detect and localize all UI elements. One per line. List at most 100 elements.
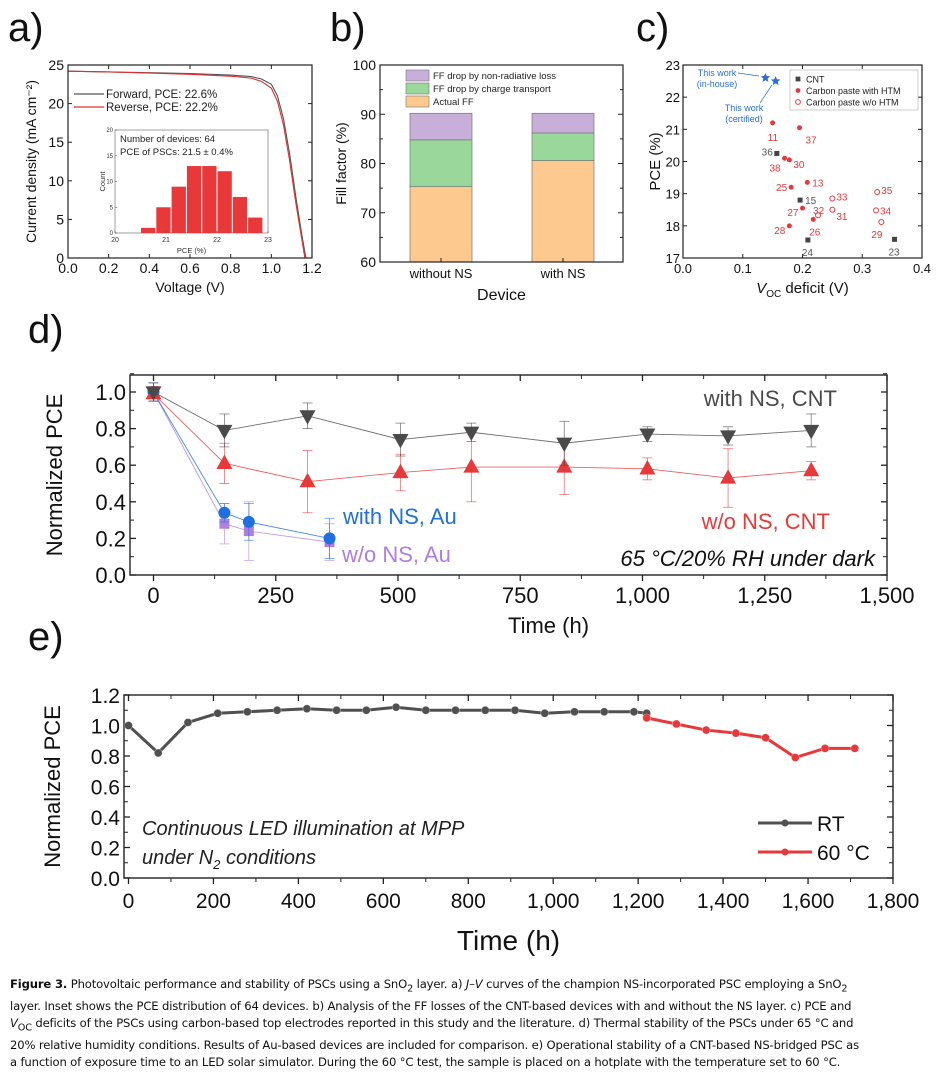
y-tick-label: 0.2 bbox=[95, 526, 126, 551]
x-tick-label: 1,200 bbox=[612, 890, 665, 913]
data-point bbox=[451, 705, 460, 715]
data-point bbox=[299, 472, 316, 488]
stacked-bar-segment bbox=[409, 186, 473, 263]
legend-marker bbox=[795, 76, 801, 82]
data-point bbox=[639, 428, 656, 443]
data-point bbox=[556, 437, 573, 453]
legend-marker bbox=[781, 848, 789, 856]
stacked-bar-segment bbox=[531, 160, 595, 263]
data-point-ref-24 bbox=[805, 237, 811, 243]
x-tick-label: 200 bbox=[196, 890, 231, 913]
series-label: w/o NS, Au bbox=[341, 542, 451, 567]
y-tick-label: 18 bbox=[666, 219, 680, 234]
x-tick-label: 0.0 bbox=[674, 261, 692, 276]
data-point-ref-25 bbox=[788, 184, 794, 190]
y-axis-label: Current density (mA cm⁻²) bbox=[23, 80, 39, 243]
data-point bbox=[242, 515, 255, 528]
data-point bbox=[392, 463, 409, 479]
legend-label: FF drop by charge transport bbox=[433, 84, 551, 95]
data-point bbox=[599, 707, 609, 717]
data-point bbox=[791, 753, 800, 762]
x-tick-label: 1,000 bbox=[615, 583, 670, 608]
data-point-ref-35 bbox=[874, 189, 881, 196]
data-point bbox=[731, 728, 741, 738]
legend-swatch bbox=[405, 69, 430, 82]
data-point-ref-30 bbox=[786, 157, 792, 163]
stacked-bar-segment bbox=[531, 112, 595, 134]
x-tick-label: 0.0 bbox=[58, 260, 78, 276]
series-label: with NS, CNT bbox=[703, 386, 837, 411]
panel-label-d: d) bbox=[28, 308, 64, 352]
inset-histogram-bar bbox=[171, 186, 186, 233]
inset-y-tick-label: 10 bbox=[106, 180, 113, 186]
data-point bbox=[672, 719, 681, 729]
legend-box bbox=[789, 69, 919, 111]
data-point bbox=[639, 460, 656, 475]
panel-d-thermal-stability-chart: 0 250 500 750 1,000 1,250 1,500 0.0 0.2 0.4 0.6 0.8… bbox=[42, 373, 915, 638]
data-point bbox=[701, 725, 711, 735]
data-point bbox=[391, 702, 401, 712]
x-tick-label: 1.0 bbox=[262, 260, 282, 276]
inset-annotation: PCE of PSCs: 21.5 ± 0.4% bbox=[120, 147, 233, 158]
point-label: 32 bbox=[813, 206, 825, 217]
x-tick-label: 0.4 bbox=[140, 260, 160, 276]
data-point-ref-31 bbox=[829, 206, 836, 213]
point-label: 11 bbox=[768, 133, 779, 144]
caption-line-2: layer. Inset shows the PCE distribution … bbox=[10, 998, 852, 1013]
data-point bbox=[153, 748, 163, 758]
x-tick-label: 0.2 bbox=[99, 260, 119, 276]
point-label: 27 bbox=[787, 208, 799, 219]
inset-y-axis-label: Count bbox=[98, 171, 107, 192]
series-line-rt bbox=[127, 705, 647, 756]
caption-italic: V bbox=[10, 1015, 18, 1030]
inset-histogram-bar bbox=[217, 171, 232, 233]
data-point bbox=[299, 410, 316, 425]
y-tick-label: 0.4 bbox=[91, 807, 121, 830]
legend-label: Forward, PCE: 22.6% bbox=[106, 89, 217, 101]
y-tick-label: 0.8 bbox=[95, 417, 126, 442]
stacked-bar-segment bbox=[409, 139, 473, 187]
x-tick-label: with NS bbox=[540, 266, 586, 281]
y-tick-label: 23 bbox=[666, 58, 680, 73]
y-axis-label: Normalized PCE bbox=[40, 705, 65, 868]
y-tick-label: 25 bbox=[48, 57, 64, 73]
this-work-label: (in-house) bbox=[697, 79, 738, 89]
annotation-arrow bbox=[737, 72, 760, 77]
panel-a-jv-chart: 20 21 22 23 0 5 10 15 20 PCE (%) Count Number of de… bbox=[23, 57, 322, 295]
y-tick-label: 15 bbox=[48, 134, 64, 150]
y-tick-label: 100 bbox=[353, 57, 377, 73]
legend-marker bbox=[781, 819, 789, 827]
x-tick-label: 1.2 bbox=[302, 260, 322, 276]
panel-b-ff-chart: without NS with NS 60 70 80 90 100 FF drop by n… bbox=[333, 57, 624, 304]
x-tick-label: 600 bbox=[366, 890, 401, 913]
this-work-star bbox=[770, 76, 781, 86]
data-point bbox=[463, 458, 480, 473]
legend-label: Actual FF bbox=[433, 97, 474, 108]
y-tick-label: 80 bbox=[360, 156, 376, 172]
point-label: 13 bbox=[812, 178, 824, 189]
x-tick-label: 0.2 bbox=[793, 261, 811, 276]
data-point bbox=[323, 532, 336, 545]
stacked-bar-segment bbox=[409, 112, 473, 141]
legend-label: Carbon paste w/o HTM bbox=[806, 98, 899, 108]
y-tick-label: 19 bbox=[666, 187, 680, 202]
point-label: 15 bbox=[805, 196, 817, 207]
point-label: 36 bbox=[762, 147, 774, 158]
condition-annotation: under N2 conditions bbox=[142, 847, 316, 872]
y-tick-label: 0 bbox=[56, 250, 64, 266]
caption-text: layer. a) bbox=[413, 977, 466, 991]
data-point bbox=[642, 713, 651, 723]
data-point bbox=[629, 707, 639, 717]
caption-text: curves of the champion NS-incorporated P… bbox=[482, 977, 842, 991]
data-point bbox=[213, 708, 222, 718]
point-label: 23 bbox=[889, 247, 901, 258]
point-label: 30 bbox=[793, 160, 805, 171]
legend-label: Reverse, PCE: 22.2% bbox=[106, 102, 218, 114]
data-point bbox=[421, 705, 431, 715]
caption-sub: 2 bbox=[407, 983, 414, 995]
data-point-ref-36 bbox=[774, 150, 780, 156]
data-point-ref-26 bbox=[810, 216, 816, 222]
annotation-arrow bbox=[759, 84, 773, 104]
data-point bbox=[216, 454, 233, 469]
data-point bbox=[218, 506, 231, 519]
